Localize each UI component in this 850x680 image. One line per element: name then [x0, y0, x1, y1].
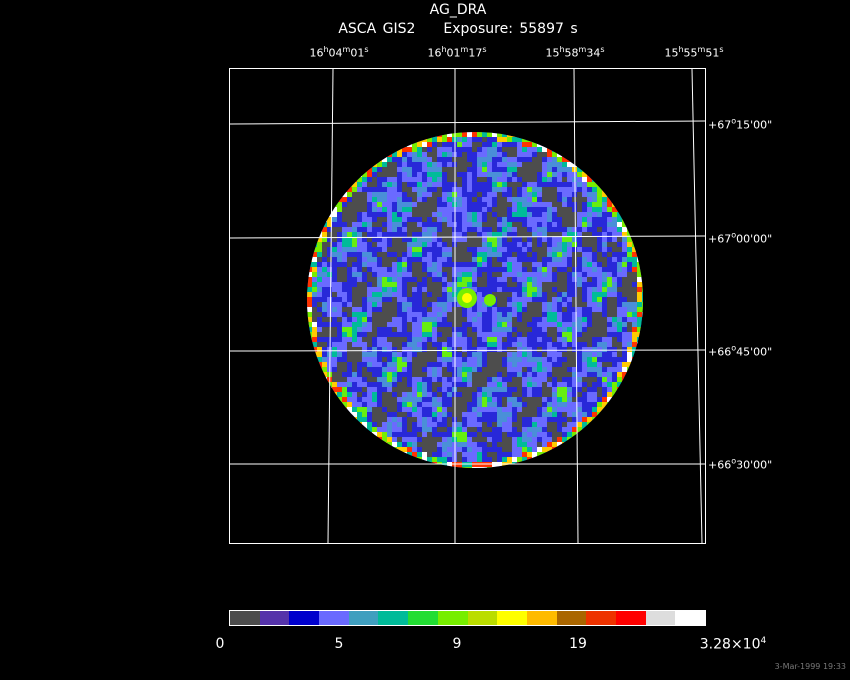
timestamp: 3-Mar-1999 19:33 [774, 662, 846, 671]
colorbar-swatch [467, 611, 498, 625]
colorbar-swatch [556, 611, 587, 625]
dec-tick-label: +67o00'00" [708, 230, 773, 246]
grid-line [229, 349, 706, 352]
colorbar-swatch [289, 611, 320, 625]
colorbar-swatch [497, 611, 527, 625]
object-title: AG_DRA [429, 2, 487, 18]
grid-line [327, 68, 334, 544]
colorbar-swatch [408, 611, 438, 625]
colorbar-swatch [319, 611, 349, 625]
grid-line [229, 120, 706, 125]
instrument-exposure-line: ASCA GIS2 Exposure: 55897 s [33, 21, 850, 37]
count-image [307, 132, 643, 468]
colorbar-swatch [230, 611, 260, 625]
grid-line [691, 68, 703, 544]
colorbar-swatch [378, 611, 409, 625]
colorbar [229, 610, 706, 626]
colorbar-label: 19 [569, 636, 587, 652]
colorbar-max-label: 3.28×104 [699, 636, 767, 653]
instrument-label: ASCA GIS2 [338, 21, 416, 37]
coordinate-grid [229, 68, 706, 544]
ra-tick-label: 15h55m51s [664, 45, 724, 60]
colorbar-label: 5 [334, 636, 344, 652]
plot-frame [229, 68, 706, 544]
ra-tick-label: 16h01m17s [427, 45, 487, 60]
colorbar-swatch [675, 611, 705, 625]
source-blob [462, 293, 472, 303]
ra-tick-label: 16h04m01s [309, 45, 369, 60]
grid-line [573, 68, 579, 544]
dec-tick-label: +67o15'00" [708, 116, 773, 132]
colorbar-swatch [526, 611, 557, 625]
colorbar-swatch [259, 611, 290, 625]
source-blob [484, 294, 496, 306]
colorbar-swatch [586, 611, 616, 625]
colorbar-label: 9 [452, 636, 462, 652]
dec-tick-label: +66o45'00" [708, 343, 773, 359]
colorbar-swatch [437, 611, 468, 625]
colorbar-swatch [645, 611, 676, 625]
colorbar-swatch [615, 611, 646, 625]
colorbar-label: 0 [215, 636, 225, 652]
colorbar-swatch [348, 611, 379, 625]
dec-tick-label: +66o30'00" [708, 456, 773, 472]
exposure-label: Exposure: 55897 s [443, 21, 578, 37]
ra-tick-label: 15h58m34s [545, 45, 605, 60]
grid-line [229, 235, 706, 239]
